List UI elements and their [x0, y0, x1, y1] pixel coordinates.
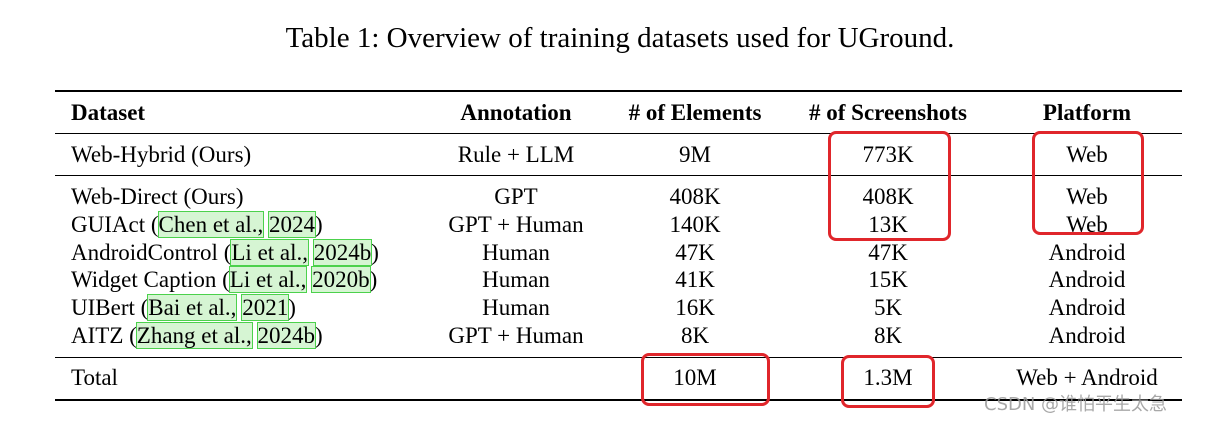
- annotation-cell: GPT + Human: [448, 323, 584, 348]
- header-rule: [55, 133, 1182, 134]
- screenshots-cell: 773K: [862, 142, 914, 167]
- total-platform: Web + Android: [1016, 365, 1158, 390]
- section-rule: [55, 175, 1182, 176]
- dataset-name: GUIAct: [71, 212, 146, 237]
- total-label: Total: [71, 365, 118, 390]
- header-annotation: Annotation: [460, 100, 572, 125]
- dataset-cell: Web-Hybrid (Ours): [71, 142, 252, 167]
- citation-link[interactable]: Li et al.,: [230, 239, 310, 266]
- elements-cell: 8K: [680, 323, 710, 348]
- dataset-cell: AndroidControl (Li et al., 2024b): [71, 239, 379, 266]
- annotation-cell: GPT: [494, 184, 538, 209]
- platform-cell: Web: [1066, 212, 1108, 237]
- dataset-cell: GUIAct (Chen et al., 2024): [71, 211, 323, 238]
- dataset-name: AndroidControl: [71, 240, 218, 265]
- screenshots-cell: 8K: [873, 323, 903, 348]
- top-rule: [55, 90, 1182, 92]
- annotation-cell: Human: [482, 267, 550, 292]
- citation-link[interactable]: 2024: [268, 211, 317, 238]
- citation-link[interactable]: 2024b: [256, 322, 317, 349]
- citation-link[interactable]: 2024b: [312, 239, 373, 266]
- elements-cell: 408K: [669, 184, 721, 209]
- citation-link[interactable]: Li et al.,: [228, 266, 308, 293]
- screenshots-cell: 13K: [868, 212, 908, 237]
- citation-link[interactable]: Chen et al.,: [157, 211, 265, 238]
- bottom-rule: [55, 399, 1182, 401]
- platform-cell: Android: [1048, 323, 1126, 348]
- annotation-cell: Rule + LLM: [457, 142, 575, 167]
- header-dataset: Dataset: [71, 100, 146, 125]
- platform-cell: Android: [1048, 240, 1126, 265]
- citation-link[interactable]: 2021: [241, 294, 290, 321]
- elements-cell: 140K: [669, 212, 721, 237]
- elements-cell: 9M: [679, 142, 711, 167]
- dataset-cell: AITZ (Zhang et al., 2024b): [71, 322, 323, 349]
- dataset-name: AITZ: [71, 323, 124, 348]
- citation-link[interactable]: Zhang et al.,: [135, 322, 253, 349]
- screenshots-cell: 5K: [873, 295, 903, 320]
- platform-cell: Web: [1066, 142, 1108, 167]
- screenshots-cell: 408K: [862, 184, 914, 209]
- elements-cell: 47K: [675, 240, 715, 265]
- header-platform: Platform: [1042, 100, 1132, 125]
- screenshots-cell: 15K: [868, 267, 908, 292]
- platform-cell: Web: [1066, 184, 1108, 209]
- dataset-name: Widget Caption: [71, 267, 217, 292]
- citation-link[interactable]: 2020b: [311, 266, 371, 293]
- watermark: CSDN @谁怕平生太急: [984, 394, 1168, 415]
- header-screenshots: # of Screenshots: [808, 100, 968, 125]
- header-elements: # of Elements: [628, 100, 762, 125]
- citation-link[interactable]: Bai et al.,: [147, 294, 238, 321]
- dataset-name: UIBert: [71, 295, 135, 320]
- elements-cell: 41K: [675, 267, 715, 292]
- annotation-cell: Human: [482, 240, 550, 265]
- platform-cell: Android: [1048, 295, 1126, 320]
- total-screenshots: 1.3M: [863, 365, 913, 390]
- dataset-cell: Web-Direct (Ours): [71, 184, 244, 209]
- dataset-cell: Widget Caption (Li et al., 2020b): [71, 266, 378, 293]
- total-rule: [55, 357, 1182, 358]
- screenshots-cell: 47K: [868, 240, 908, 265]
- annotation-cell: Human: [482, 295, 550, 320]
- table-caption: Table 1: Overview of training datasets u…: [285, 22, 955, 54]
- elements-cell: 16K: [675, 295, 715, 320]
- platform-cell: Android: [1048, 267, 1126, 292]
- dataset-cell: UIBert (Bai et al., 2021): [71, 294, 296, 321]
- total-elements: 10M: [673, 365, 717, 390]
- annotation-cell: GPT + Human: [448, 212, 584, 237]
